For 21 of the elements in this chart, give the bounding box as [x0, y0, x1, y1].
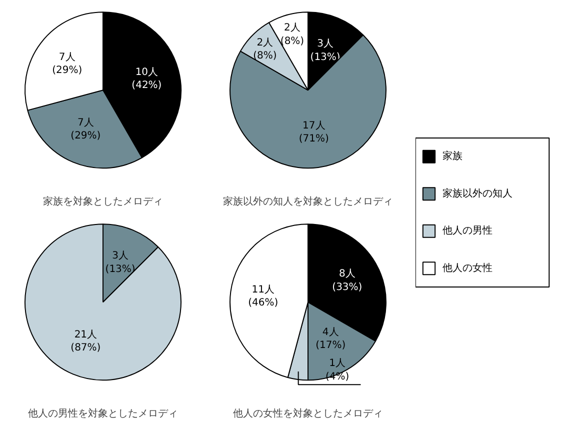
- data-label: 21人 (87%): [70, 329, 101, 354]
- data-label: 11人 (46%): [248, 284, 278, 309]
- data-label: 2人 (8%): [280, 22, 304, 47]
- legend-label: 他人の男性: [442, 224, 492, 237]
- legend-label: 家族: [442, 150, 462, 162]
- data-label: 1人 (4%): [325, 358, 350, 382]
- data-label: 7人 (29%): [70, 117, 101, 142]
- data-label: 2人 (8%): [253, 37, 277, 62]
- text: 他人の女性を対象としたメロディ: [233, 408, 383, 420]
- legend-label: 他人の女性: [442, 262, 492, 274]
- data-label: 8人 (33%): [332, 268, 362, 293]
- data-label: 3人 (13%): [105, 250, 136, 275]
- legend-label: 家族以外の知人: [442, 187, 512, 200]
- data-label: 4人 (17%): [316, 327, 346, 352]
- text: 他人の男性を対象としたメロディ: [28, 408, 178, 420]
- data-label: 17人 (71%): [298, 120, 330, 145]
- data-label: 7人 (29%): [52, 52, 82, 76]
- text: 家族以外の知人を対象としたメロディ: [223, 196, 393, 208]
- data-label: 10人 (42%): [132, 66, 162, 92]
- text: 家族を対象としたメロディ: [43, 196, 163, 208]
- data-label: 3人 (13%): [310, 38, 340, 63]
